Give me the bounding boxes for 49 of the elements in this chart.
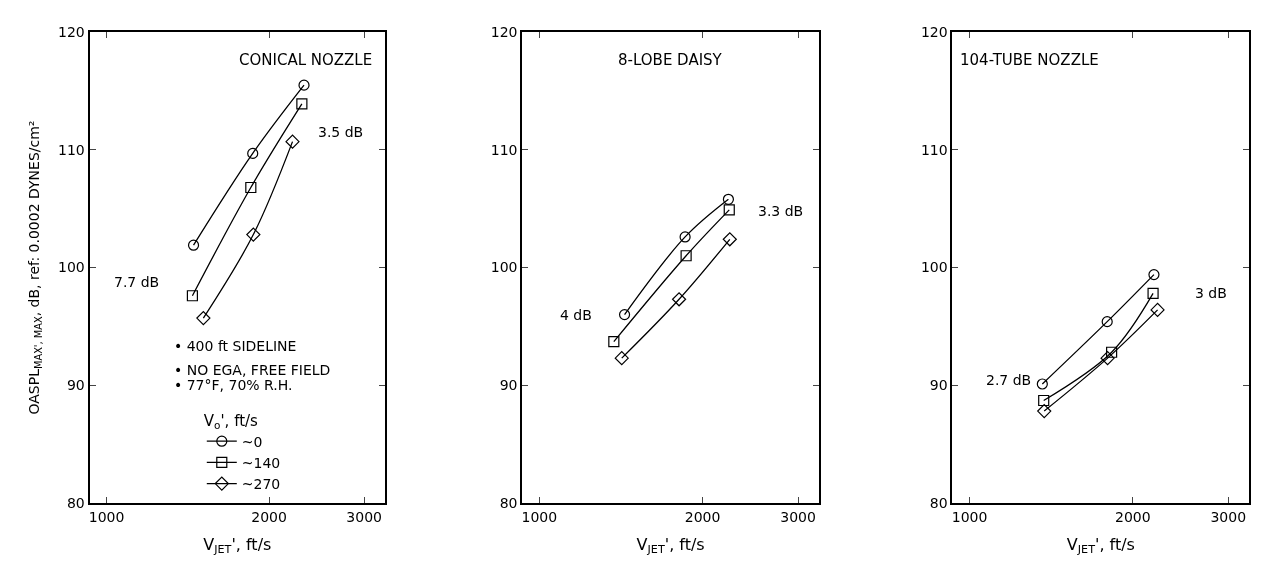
- y-tick-label: 90: [66, 377, 85, 394]
- annotation: 3.3 dB: [758, 203, 804, 219]
- annotation: • 77°F, 70% R.H.: [174, 377, 293, 393]
- text: 104-TUBE NOZZLE: [960, 51, 1099, 69]
- point: [296, 98, 308, 110]
- y-tick-label: 110: [920, 141, 948, 158]
- y-tick-label: 100: [490, 259, 518, 276]
- x-tick-label: 2000: [251, 508, 287, 525]
- x-tick-label: 1000: [521, 508, 558, 525]
- legend-title: V$_{o}$', ft/s: [203, 411, 259, 431]
- y-tick-label: 110: [490, 141, 518, 158]
- annotation: 3.5 dB: [318, 124, 364, 140]
- y-tick-label: 120: [490, 24, 518, 41]
- point: [246, 227, 261, 242]
- x-tick-label: 1000: [951, 508, 988, 525]
- legend-label: ~140: [241, 454, 281, 471]
- y-tick-label: 80: [499, 494, 518, 511]
- point: [247, 147, 259, 159]
- annotation: 2.7 dB: [986, 372, 1032, 388]
- x-tick-label: 3000: [780, 508, 816, 525]
- x-tick-label: 1000: [88, 508, 125, 525]
- y-tick-label: 120: [920, 24, 948, 41]
- text: CONICAL NOZZLE: [239, 51, 373, 69]
- x-tick-label: 3000: [1210, 508, 1247, 525]
- y-tick-label: 110: [58, 141, 85, 158]
- point: [245, 181, 257, 194]
- text: 8-LOBE DAISY: [618, 51, 723, 69]
- annotation: 4 dB: [560, 307, 592, 323]
- x-axis-title: V$_{JET}$', ft/s: [1066, 534, 1135, 557]
- legend-label: ~270: [241, 476, 281, 493]
- x-tick-label: 2000: [1114, 508, 1151, 525]
- y-tick-label: 80: [929, 494, 948, 511]
- y-tick-label: 90: [499, 377, 518, 394]
- annotation: 3 dB: [1195, 285, 1227, 301]
- annotation: • NO EGA, FREE FIELD: [174, 362, 331, 378]
- y-tick-label: 100: [58, 259, 85, 276]
- y-tick-label: 100: [920, 259, 948, 276]
- y-tick-label: 120: [58, 24, 85, 41]
- legend-label: ~0: [241, 433, 263, 450]
- x-tick-label: 3000: [346, 508, 382, 525]
- x-axis-title: V$_{JET}$', ft/s: [203, 534, 272, 557]
- x-tick-label: 2000: [684, 508, 721, 525]
- point: [298, 79, 310, 91]
- y-tick-label: 80: [66, 494, 85, 511]
- x-axis-title: V$_{JET}$', ft/s: [636, 534, 705, 557]
- annotation: • 400 ft SIDELINE: [174, 338, 297, 354]
- y-tick-label: 90: [929, 377, 948, 394]
- point: [196, 311, 211, 326]
- annotation: 7.7 dB: [114, 274, 160, 290]
